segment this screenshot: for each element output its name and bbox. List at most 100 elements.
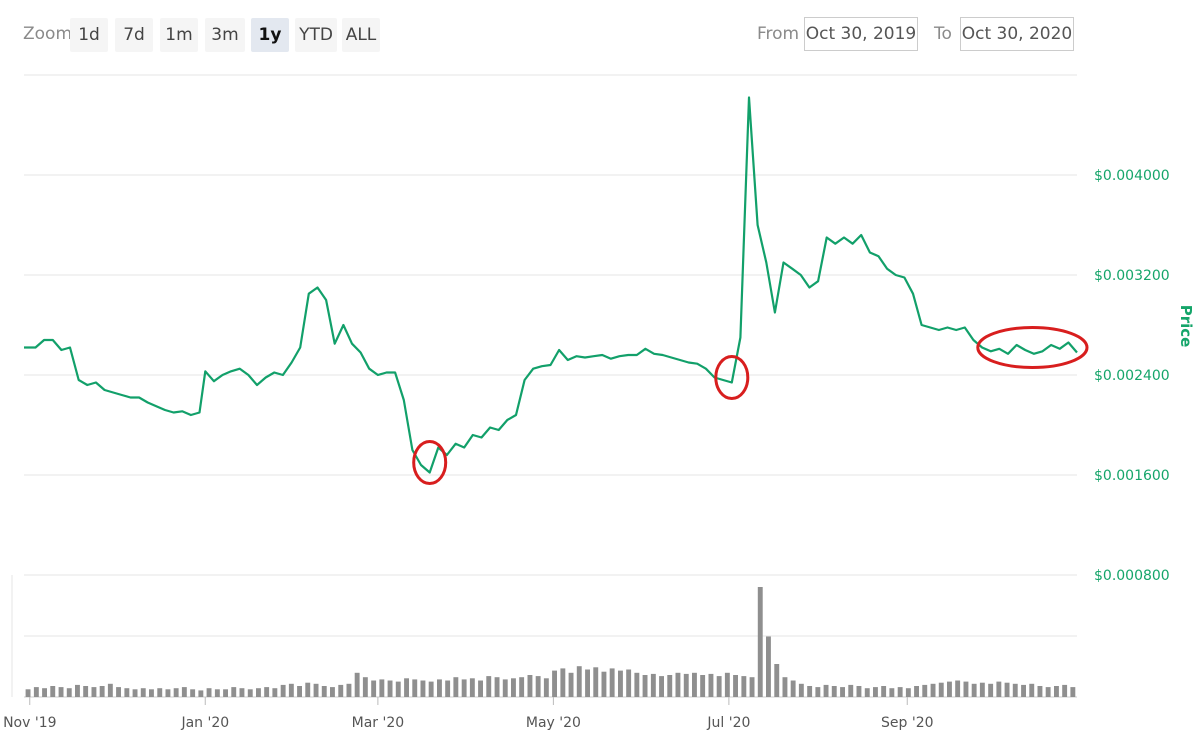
volume-bar bbox=[116, 687, 121, 697]
volume-bar bbox=[914, 686, 919, 697]
volume-bar bbox=[576, 666, 582, 697]
volume-bar bbox=[264, 687, 270, 697]
from-date-input[interactable] bbox=[804, 17, 918, 51]
x-tick-label: May '20 bbox=[526, 715, 581, 731]
volume-bar bbox=[223, 689, 228, 697]
zoom-button-7d[interactable]: 7d bbox=[115, 18, 153, 52]
volume-bar bbox=[840, 687, 845, 697]
y-axis-ticks: $0.000800 $0.001600 $0.002400 $0.003200 $0.0… bbox=[1094, 168, 1170, 584]
volume-bar bbox=[774, 664, 780, 697]
volume-bar bbox=[708, 673, 714, 697]
volume-bar bbox=[502, 679, 508, 697]
y-axis-title: Price bbox=[1177, 305, 1195, 348]
range-selector-toolbar: Zoom 1d 7d 1m 3m 1y YTD ALL From To bbox=[0, 0, 1200, 70]
volume-bar bbox=[527, 675, 533, 697]
volume-bar bbox=[1070, 687, 1076, 697]
volume-bar bbox=[395, 681, 401, 697]
volume-bar bbox=[1037, 686, 1043, 697]
volume-bar bbox=[535, 676, 541, 697]
volume-bar bbox=[593, 667, 599, 697]
price-line bbox=[24, 96, 1078, 474]
volume-bar bbox=[214, 689, 220, 697]
to-label: To bbox=[934, 24, 952, 44]
volume-bar bbox=[741, 676, 747, 697]
volume-bar bbox=[1045, 687, 1051, 697]
volume-bar bbox=[305, 682, 311, 697]
volume-bar bbox=[1054, 686, 1059, 697]
zoom-button-all[interactable]: ALL bbox=[342, 18, 380, 52]
volume-bar bbox=[190, 689, 196, 697]
volume-bar bbox=[50, 686, 56, 697]
y-tick-label: $0.004000 bbox=[1094, 168, 1170, 184]
volume-bar bbox=[99, 686, 105, 697]
volume-bar bbox=[469, 678, 475, 697]
volume-bar bbox=[766, 636, 771, 697]
y-tick-label: $0.002400 bbox=[1094, 368, 1170, 384]
volume-bar bbox=[601, 671, 607, 697]
volume-bar bbox=[511, 678, 516, 697]
volume-bar bbox=[453, 677, 459, 697]
volume-bar bbox=[428, 681, 434, 697]
x-tick-label: Mar '20 bbox=[352, 715, 405, 731]
zoom-button-3m[interactable]: 3m bbox=[205, 18, 245, 52]
volume-bar bbox=[1029, 683, 1035, 697]
volume-bar bbox=[58, 687, 64, 697]
volume-bar bbox=[634, 672, 640, 697]
to-date-input[interactable] bbox=[960, 17, 1074, 51]
zoom-button-1y[interactable]: 1y bbox=[251, 18, 289, 52]
volume-bar bbox=[33, 687, 39, 697]
volume-bar bbox=[782, 677, 788, 697]
volume-bar bbox=[642, 675, 648, 697]
volume-bar bbox=[609, 668, 615, 697]
x-tick-label: Jan '20 bbox=[180, 715, 229, 731]
volume-bars bbox=[25, 587, 1076, 697]
volume-bar bbox=[815, 687, 821, 697]
volume-bar bbox=[543, 678, 549, 697]
volume-bar bbox=[659, 676, 664, 697]
volume-bar bbox=[938, 682, 944, 697]
volume-bar bbox=[922, 684, 928, 697]
volume-bar bbox=[313, 683, 319, 697]
volume-bar bbox=[889, 688, 895, 697]
volume-bar bbox=[165, 689, 171, 697]
volume-bar bbox=[420, 680, 426, 697]
volume-bar bbox=[247, 689, 253, 697]
volume-bar bbox=[173, 688, 179, 697]
annotation-circle-1 bbox=[412, 440, 448, 485]
volume-bar bbox=[107, 683, 113, 697]
volume-bar bbox=[346, 683, 352, 697]
annotation-markers bbox=[412, 326, 1089, 485]
volume-bar bbox=[66, 688, 72, 697]
zoom-button-ytd[interactable]: YTD bbox=[295, 18, 337, 52]
volume-bar bbox=[930, 683, 936, 697]
volume-bar bbox=[149, 689, 154, 697]
volume-bar bbox=[873, 687, 878, 697]
volume-bar bbox=[140, 688, 146, 697]
volume-bar bbox=[552, 670, 557, 697]
volume-bar bbox=[1004, 682, 1010, 697]
price-series bbox=[24, 96, 1078, 474]
volume-bar bbox=[947, 681, 952, 697]
annotation-circle-2 bbox=[714, 355, 750, 400]
volume-bar bbox=[749, 677, 755, 697]
volume-bar bbox=[157, 688, 163, 697]
volume-bar bbox=[519, 677, 525, 697]
volume-bar bbox=[667, 675, 673, 697]
volume-bar bbox=[626, 669, 632, 697]
volume-bar bbox=[700, 675, 706, 697]
volume-bar bbox=[239, 688, 245, 697]
volume-bar bbox=[848, 684, 854, 697]
volume-bar bbox=[478, 680, 483, 697]
volume-bar bbox=[379, 679, 385, 697]
volume-bar bbox=[905, 688, 911, 697]
volume-bar bbox=[790, 680, 796, 697]
zoom-button-1m[interactable]: 1m bbox=[160, 18, 198, 52]
volume-bar bbox=[297, 686, 302, 697]
volume-bar bbox=[256, 688, 261, 697]
volume-bar bbox=[675, 672, 681, 697]
volume-bar bbox=[1062, 684, 1068, 697]
zoom-label: Zoom bbox=[23, 24, 73, 44]
zoom-button-1d[interactable]: 1d bbox=[70, 18, 108, 52]
volume-bar bbox=[132, 689, 138, 697]
